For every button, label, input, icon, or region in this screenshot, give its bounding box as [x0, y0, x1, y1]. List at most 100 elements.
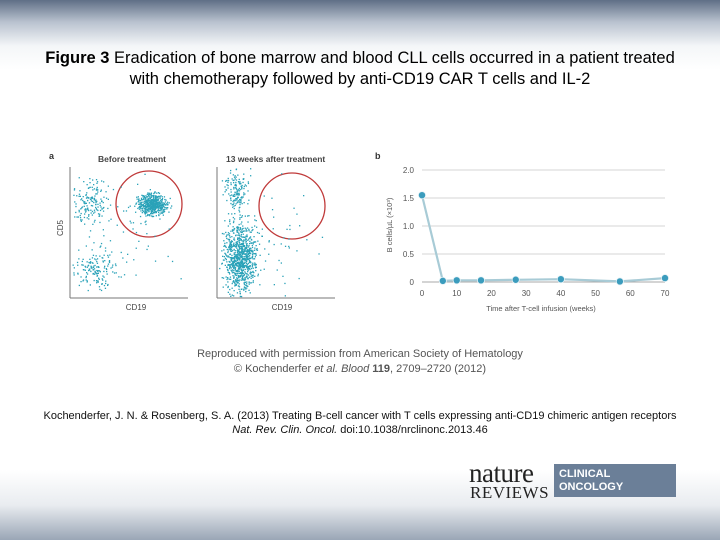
cell-dot: [239, 275, 242, 277]
cell-dot: [97, 209, 99, 212]
cell-dot: [251, 253, 254, 255]
cell-dot: [232, 203, 234, 205]
cell-dot: [247, 249, 249, 252]
cell-dot: [101, 180, 103, 182]
cell-dot: [251, 264, 254, 267]
cell-dot: [241, 240, 243, 242]
cll-cell-dot: [138, 203, 140, 205]
cell-dot: [223, 256, 225, 258]
cell-dot: [241, 203, 243, 205]
cell-dot: [234, 283, 236, 285]
cell-dot: [230, 260, 233, 262]
citation-journal: Nat. Rev. Clin. Oncol.: [232, 424, 338, 436]
cell-dot: [76, 261, 79, 264]
cell-dot: [238, 182, 240, 184]
cll-cell-dot: [155, 207, 157, 209]
cell-dot: [235, 188, 238, 190]
cell-dot: [245, 185, 247, 187]
cell-dot: [263, 268, 265, 270]
cell-dot: [227, 281, 229, 283]
cell-dot: [91, 210, 94, 213]
cll-cell-dot: [156, 202, 158, 205]
cell-dot: [81, 198, 83, 200]
cell-dot: [224, 220, 226, 222]
cell-dot: [235, 260, 237, 262]
cell-dot: [234, 178, 236, 180]
cell-dot: [229, 266, 232, 268]
cell-dot: [241, 187, 243, 189]
cll-cell-dot: [153, 194, 155, 197]
cell-dot: [240, 269, 242, 271]
cell-dot: [221, 180, 224, 182]
cell-dot: [232, 226, 234, 228]
cell-dot: [233, 237, 235, 239]
cll-cell-dot: [151, 201, 153, 204]
cell-dot: [228, 272, 230, 274]
cell-dot: [231, 262, 234, 264]
cell-dot: [85, 279, 87, 281]
cll-cell-dot: [163, 196, 166, 198]
cell-dot: [293, 207, 295, 209]
cell-dot: [233, 272, 236, 274]
cell-dot: [245, 265, 247, 268]
cell-dot: [252, 250, 254, 253]
cell-dot: [238, 241, 240, 244]
cll-cell-dot: [148, 204, 151, 206]
cell-dot: [221, 262, 223, 264]
cell-dot: [251, 274, 253, 277]
cll-cell-dot: [148, 210, 150, 212]
cell-dot: [250, 231, 252, 233]
cell-dot: [246, 257, 248, 259]
cell-dot: [251, 242, 253, 244]
cell-dot: [114, 263, 117, 265]
cell-dot: [242, 236, 244, 238]
cell-dot: [82, 280, 84, 282]
cell-dot: [234, 245, 237, 248]
cell-dot: [107, 283, 109, 286]
chart-y-tick-label: 1.5: [403, 194, 415, 203]
cll-cell-dot: [145, 200, 147, 203]
cell-dot: [103, 196, 105, 198]
cell-dot: [235, 274, 237, 277]
cell-dot: [241, 274, 243, 277]
cell-dot: [97, 189, 99, 191]
cll-cell-dot: [142, 196, 144, 198]
cell-dot: [86, 192, 88, 194]
cell-dot: [242, 264, 244, 266]
cell-dot: [101, 257, 103, 259]
cll-cell-dot: [159, 213, 161, 215]
cell-dot: [230, 259, 233, 261]
cll-cell-dot: [148, 195, 150, 197]
cell-dot: [232, 245, 235, 247]
cell-dot: [99, 204, 101, 207]
cll-cell-dot: [143, 195, 146, 197]
cell-dot: [242, 233, 244, 235]
cell-dot: [240, 272, 242, 274]
cell-dot: [89, 186, 91, 188]
cll-cell-dot: [152, 204, 154, 206]
cell-dot: [239, 246, 241, 249]
cll-cell-dot: [139, 200, 141, 202]
cll-cell-dot: [140, 204, 143, 206]
cell-dot: [227, 213, 230, 215]
cell-dot: [236, 278, 238, 280]
cll-cell-dot: [144, 211, 147, 213]
cell-dot: [256, 231, 259, 234]
cd5-axis-label: CD5: [56, 219, 65, 236]
cell-dot: [241, 272, 244, 275]
cell-dot: [247, 248, 249, 251]
cell-dot: [96, 282, 98, 284]
cell-dot: [97, 213, 100, 215]
cell-dot: [230, 198, 232, 200]
cell-dot: [237, 257, 239, 259]
cll-cell-dot: [161, 212, 163, 214]
cell-dot: [240, 261, 242, 263]
cll-cell-dot: [160, 208, 162, 210]
cell-dot: [232, 258, 234, 260]
cell-dot: [247, 267, 249, 269]
cell-dot: [240, 262, 242, 264]
cell-dot: [233, 290, 235, 292]
cell-dot: [90, 267, 92, 269]
cell-dot: [235, 265, 237, 267]
cell-dot: [240, 231, 243, 234]
